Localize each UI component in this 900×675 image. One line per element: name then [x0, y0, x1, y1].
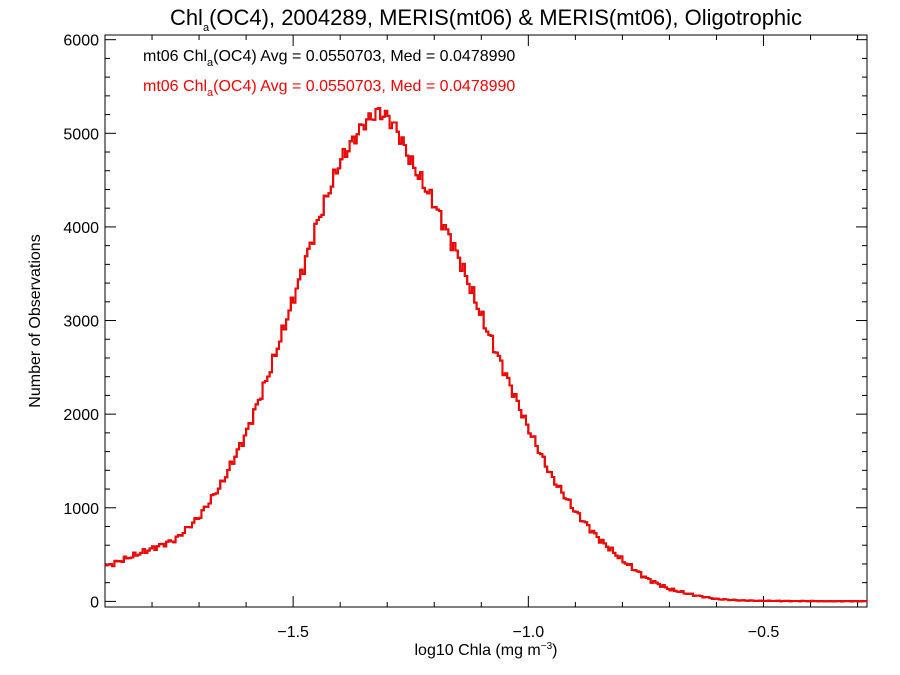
x-tick-label: −0.5: [748, 624, 780, 641]
y-tick-label: 2000: [63, 407, 99, 424]
axis-tick-labels: −1.5 −1.0 −0.5 0 1000 2000 3000 4000 5000 6000: [63, 33, 779, 641]
legend-entry-red: mt06 Chla(OC4) Avg = 0.0550703, Med = 0.…: [143, 78, 515, 99]
y-tick-label: 5000: [63, 126, 99, 143]
legend-entry-black: mt06 Chla(OC4) Avg = 0.0550703, Med = 0.…: [143, 48, 515, 69]
y-axis-label: Number of Observations: [27, 234, 44, 407]
y-tick-label: 6000: [63, 33, 99, 50]
axis-ticks: [105, 35, 867, 607]
chart-title: Chla(OC4), 2004289, MERIS(mt06) & MERIS(…: [170, 5, 802, 34]
plot-frame: [104, 34, 868, 608]
x-tick-label: −1.0: [513, 624, 545, 641]
x-axis-label: log10 Chla (mg m−3): [414, 641, 557, 659]
y-tick-label: 3000: [63, 314, 99, 331]
series-red-line: [105, 106, 867, 603]
y-tick-label: 1000: [63, 501, 99, 518]
x-tick-label: −1.5: [277, 624, 309, 641]
y-tick-label: 0: [90, 594, 99, 611]
series-black-line: [105, 106, 867, 603]
y-tick-label: 4000: [63, 220, 99, 237]
series-lines: [105, 106, 867, 603]
